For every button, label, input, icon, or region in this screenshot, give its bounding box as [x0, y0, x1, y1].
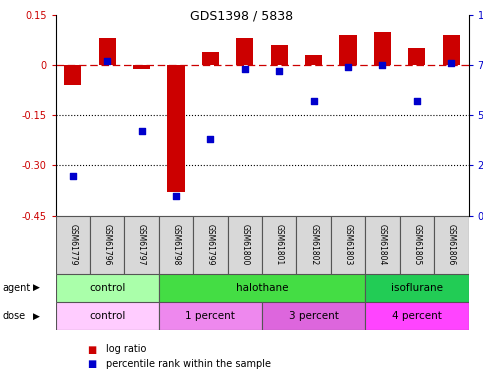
Bar — [202, 52, 219, 65]
Bar — [408, 48, 426, 65]
Bar — [270, 45, 288, 65]
Bar — [365, 302, 469, 330]
Bar — [159, 302, 262, 330]
Bar — [297, 216, 331, 274]
Bar — [374, 32, 391, 65]
Bar — [99, 38, 116, 65]
Bar — [262, 216, 297, 274]
Bar — [262, 302, 365, 330]
Bar — [365, 216, 399, 274]
Point — [69, 172, 77, 178]
Text: GSM61801: GSM61801 — [275, 224, 284, 266]
Text: GSM61806: GSM61806 — [447, 224, 456, 266]
Text: agent: agent — [2, 283, 30, 293]
Text: GSM61804: GSM61804 — [378, 224, 387, 266]
Text: GSM61805: GSM61805 — [412, 224, 421, 266]
Bar — [56, 216, 90, 274]
Bar — [159, 274, 365, 302]
Point — [310, 98, 317, 104]
Bar — [90, 216, 125, 274]
Text: ■: ■ — [87, 359, 96, 369]
Bar — [168, 65, 185, 192]
Bar — [434, 216, 469, 274]
Text: GSM61803: GSM61803 — [343, 224, 353, 266]
Point — [379, 62, 386, 68]
Bar — [331, 216, 365, 274]
Text: dose: dose — [2, 311, 26, 321]
Text: 1 percent: 1 percent — [185, 311, 235, 321]
Bar — [159, 216, 193, 274]
Text: ▶: ▶ — [33, 284, 40, 292]
Point — [413, 98, 421, 104]
Bar — [365, 274, 469, 302]
Bar — [305, 55, 322, 65]
Text: percentile rank within the sample: percentile rank within the sample — [106, 359, 271, 369]
Text: GDS1398 / 5838: GDS1398 / 5838 — [190, 9, 293, 22]
Text: GSM61797: GSM61797 — [137, 224, 146, 266]
Text: 3 percent: 3 percent — [289, 311, 339, 321]
Point — [275, 68, 283, 74]
Text: control: control — [89, 283, 126, 293]
Bar — [64, 65, 81, 85]
Bar — [125, 216, 159, 274]
Bar — [399, 216, 434, 274]
Text: GSM61799: GSM61799 — [206, 224, 215, 266]
Text: 4 percent: 4 percent — [392, 311, 442, 321]
Bar — [227, 216, 262, 274]
Point — [172, 193, 180, 199]
Text: halothane: halothane — [236, 283, 288, 293]
Text: ■: ■ — [87, 345, 96, 354]
Text: isoflurane: isoflurane — [391, 283, 443, 293]
Text: GSM61798: GSM61798 — [171, 224, 181, 266]
Point — [344, 64, 352, 70]
Text: GSM61796: GSM61796 — [103, 224, 112, 266]
Bar — [236, 38, 254, 65]
Point — [447, 60, 455, 66]
Bar — [56, 274, 159, 302]
Bar — [56, 302, 159, 330]
Text: GSM61779: GSM61779 — [68, 224, 77, 266]
Bar — [193, 216, 227, 274]
Point — [207, 136, 214, 142]
Text: log ratio: log ratio — [106, 345, 147, 354]
Bar — [443, 35, 460, 65]
Point — [103, 58, 111, 64]
Bar — [340, 35, 356, 65]
Text: control: control — [89, 311, 126, 321]
Bar — [133, 65, 150, 69]
Point — [138, 128, 145, 134]
Text: GSM61800: GSM61800 — [241, 224, 249, 266]
Text: ▶: ▶ — [33, 311, 40, 320]
Text: GSM61802: GSM61802 — [309, 224, 318, 266]
Point — [241, 66, 249, 72]
